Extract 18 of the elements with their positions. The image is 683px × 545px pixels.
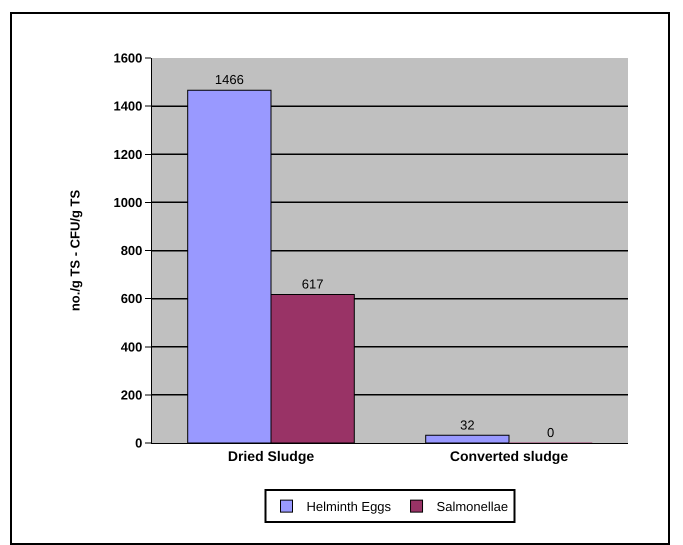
legend-label: Salmonellae	[436, 499, 508, 514]
y-tick-label: 1600	[113, 50, 142, 66]
y-tick-label: 600	[120, 291, 142, 306]
y-tick-label: 0	[135, 436, 142, 451]
y-tick-label: 1400	[113, 98, 142, 114]
x-tick-label: Converted sludge	[450, 448, 568, 464]
data-label: 617	[302, 276, 324, 292]
y-tick-label: 1200	[113, 146, 142, 162]
data-label: 32	[460, 417, 475, 432]
data-label: 0	[547, 425, 554, 440]
y-tick-label: 1000	[113, 194, 142, 210]
legend-label: Helminth Eggs	[306, 499, 392, 514]
y-tick-label: 400	[120, 339, 142, 354]
y-axis-title: no./g TS - CFU/g TS	[67, 190, 82, 312]
data-label: 1466	[214, 72, 244, 88]
y-tick-label: 200	[120, 387, 142, 402]
y-tick-label: 800	[120, 243, 142, 258]
x-tick-label: Dried Sludge	[228, 448, 314, 464]
